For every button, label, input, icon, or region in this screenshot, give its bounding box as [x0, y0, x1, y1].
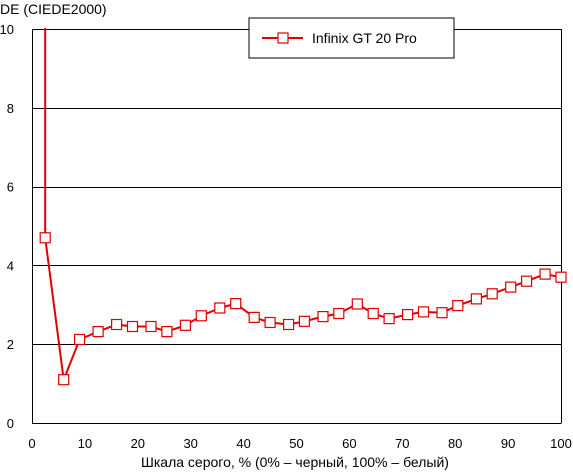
data-point-20	[383, 313, 395, 325]
x-ticks: 0 10 20 30 40 50 60 70 80 90 100	[28, 436, 571, 451]
x-tick-label-20: 20	[131, 436, 145, 451]
y-tick-label-10: 10	[0, 22, 14, 37]
x-tick-label-40: 40	[236, 436, 250, 451]
x-tick-label-10: 10	[78, 436, 92, 451]
legend-marker	[277, 32, 289, 44]
data-point-28	[520, 275, 533, 287]
series	[39, 28, 567, 386]
data-point-10	[214, 302, 226, 314]
data-point-14	[283, 318, 295, 331]
y-axis-title: DE (CIEDE2000)	[0, 1, 107, 17]
x-tick-label-60: 60	[342, 436, 356, 451]
x-tick-label-90: 90	[501, 436, 515, 451]
data-point-13	[264, 316, 276, 329]
data-point-19	[367, 307, 379, 320]
legend-label: Infinix GT 20 Pro	[312, 30, 417, 46]
data-point-8	[179, 319, 191, 331]
legend: Infinix GT 20 Pro	[248, 17, 455, 59]
x-tick-label-50: 50	[289, 436, 303, 451]
data-point-12	[248, 311, 260, 323]
data-point-2	[73, 333, 86, 346]
data-point-27	[505, 281, 517, 293]
data-point-0	[39, 232, 51, 244]
y-ticks: 0 2 4 6 8 10	[0, 22, 14, 431]
y-tick-label-4: 4	[7, 258, 14, 273]
x-tick-label-0: 0	[28, 436, 35, 451]
y-tick-label-8: 8	[7, 101, 14, 116]
data-point-17	[333, 307, 345, 320]
data-point-4	[110, 318, 123, 331]
data-point-3	[92, 326, 104, 338]
data-point-6	[145, 320, 157, 333]
data-point-5	[126, 320, 139, 333]
data-point-9	[195, 310, 207, 322]
x-axis-title: Шкала серого, % (0% – черный, 100% – бел…	[141, 454, 449, 470]
data-point-1	[58, 374, 70, 386]
x-tick-label-100: 100	[550, 436, 572, 451]
data-point-18	[351, 298, 363, 310]
data-point-11	[230, 298, 242, 310]
data-point-16	[317, 311, 329, 323]
grid	[32, 29, 562, 424]
data-point-29	[539, 268, 551, 280]
y-tick-label-2: 2	[7, 337, 14, 352]
x-tick-label-80: 80	[448, 436, 462, 451]
y-tick-label-6: 6	[7, 180, 14, 195]
data-point-22	[417, 306, 430, 318]
x-tick-label-30: 30	[183, 436, 197, 451]
y-tick-label-0: 0	[7, 416, 14, 431]
data-point-26	[486, 288, 498, 300]
data-point-21	[402, 309, 414, 321]
data-point-30	[555, 271, 567, 283]
data-point-7	[161, 326, 173, 338]
data-point-25	[470, 293, 482, 305]
data-point-15	[298, 315, 310, 327]
data-point-23	[436, 307, 448, 319]
x-tick-label-70: 70	[395, 436, 409, 451]
data-point-24	[452, 300, 464, 312]
